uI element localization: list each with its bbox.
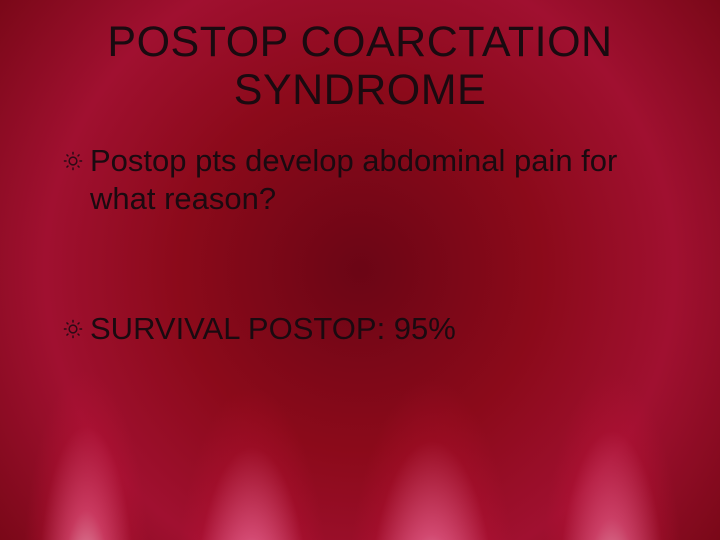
sun-bullet-icon [62,150,84,172]
list-item: SURVIVAL POSTOP: 95% [62,310,680,348]
bullet-text: Postop pts develop abdominal pain for wh… [90,142,680,218]
list-item: Postop pts develop abdominal pain for wh… [62,142,680,218]
bullet-text: SURVIVAL POSTOP: 95% [90,310,456,348]
sun-bullet-icon [62,318,84,340]
bullet-list: Postop pts develop abdominal pain for wh… [40,142,680,347]
slide-content: POSTOP COARCTATION SYNDROME Postop pts d… [0,0,720,540]
slide-title: POSTOP COARCTATION SYNDROME [40,18,680,114]
